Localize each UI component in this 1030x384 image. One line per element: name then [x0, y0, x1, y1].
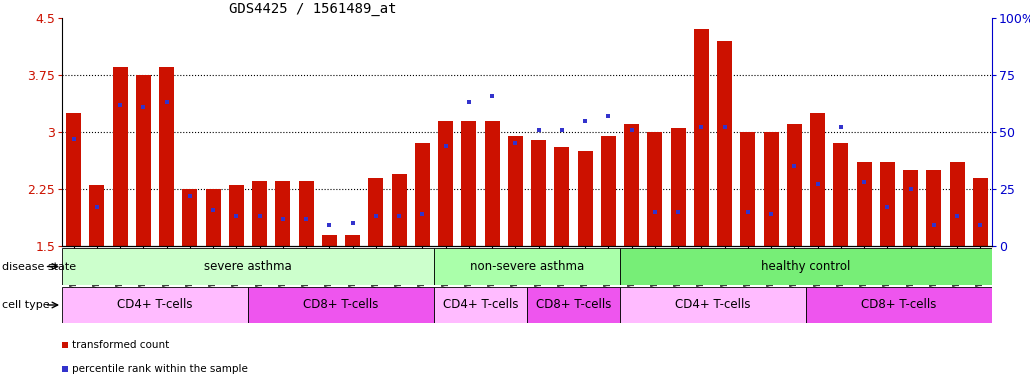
- Bar: [926, 170, 941, 246]
- Text: cell type: cell type: [2, 300, 49, 310]
- Bar: [66, 113, 81, 246]
- Bar: [182, 189, 198, 246]
- Bar: [461, 121, 477, 246]
- Text: transformed count: transformed count: [72, 340, 169, 350]
- Text: disease state: disease state: [2, 262, 76, 271]
- Bar: [299, 181, 314, 246]
- Bar: [484, 121, 500, 246]
- Bar: [763, 132, 779, 246]
- Bar: [806, 287, 992, 323]
- Bar: [345, 235, 360, 246]
- Bar: [880, 162, 895, 246]
- Text: CD4+ T-cells: CD4+ T-cells: [443, 298, 518, 311]
- Bar: [434, 287, 527, 323]
- Bar: [787, 124, 802, 246]
- Bar: [578, 151, 592, 246]
- Bar: [527, 287, 620, 323]
- Bar: [554, 147, 570, 246]
- Bar: [833, 143, 849, 246]
- Bar: [671, 128, 686, 246]
- Bar: [62, 248, 434, 285]
- Bar: [531, 140, 546, 246]
- Bar: [229, 185, 244, 246]
- Bar: [438, 121, 453, 246]
- Bar: [624, 124, 640, 246]
- Text: CD4+ T-cells: CD4+ T-cells: [676, 298, 751, 311]
- Bar: [248, 287, 434, 323]
- Bar: [810, 113, 825, 246]
- Bar: [391, 174, 407, 246]
- Bar: [620, 287, 806, 323]
- Bar: [600, 136, 616, 246]
- Text: CD8+ T-cells: CD8+ T-cells: [536, 298, 611, 311]
- Bar: [369, 178, 383, 246]
- Text: severe asthma: severe asthma: [204, 260, 291, 273]
- Bar: [717, 41, 732, 246]
- Bar: [159, 68, 174, 246]
- Bar: [90, 185, 104, 246]
- Bar: [950, 162, 965, 246]
- Bar: [508, 136, 523, 246]
- Text: non-severe asthma: non-severe asthma: [470, 260, 584, 273]
- Bar: [972, 178, 988, 246]
- Bar: [741, 132, 755, 246]
- Bar: [415, 143, 430, 246]
- Bar: [275, 181, 290, 246]
- Bar: [620, 248, 992, 285]
- Text: GDS4425 / 1561489_at: GDS4425 / 1561489_at: [230, 2, 397, 16]
- Bar: [903, 170, 918, 246]
- Bar: [62, 287, 248, 323]
- Bar: [434, 248, 620, 285]
- Text: CD8+ T-cells: CD8+ T-cells: [303, 298, 379, 311]
- Bar: [857, 162, 871, 246]
- Bar: [647, 132, 662, 246]
- Bar: [112, 68, 128, 246]
- Bar: [136, 75, 151, 246]
- Text: CD8+ T-cells: CD8+ T-cells: [861, 298, 936, 311]
- Text: healthy control: healthy control: [761, 260, 851, 273]
- Bar: [252, 181, 267, 246]
- Bar: [206, 189, 220, 246]
- Bar: [321, 235, 337, 246]
- Bar: [694, 30, 709, 246]
- Text: percentile rank within the sample: percentile rank within the sample: [72, 364, 247, 374]
- Text: CD4+ T-cells: CD4+ T-cells: [117, 298, 193, 311]
